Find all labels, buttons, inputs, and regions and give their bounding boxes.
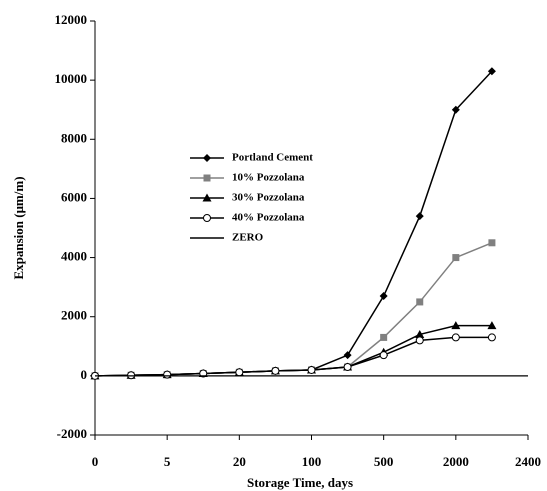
data-point <box>235 368 244 377</box>
series-line <box>94 324 492 377</box>
data-point <box>451 321 461 330</box>
x-tick-label: 20 <box>233 454 246 469</box>
data-point <box>452 254 460 262</box>
data-point <box>415 212 424 221</box>
legend-label: Portland Cement <box>232 152 313 164</box>
y-tick-label: 12000 <box>55 12 88 27</box>
series-line <box>94 242 493 377</box>
x-axis-label: Storage Time, days <box>247 475 353 490</box>
data-point <box>487 333 496 342</box>
y-tick-label: 6000 <box>61 189 87 204</box>
x-tick-label: 0 <box>92 454 99 469</box>
data-point <box>487 67 496 76</box>
y-tick-label: -2000 <box>57 426 87 441</box>
legend-marker <box>202 193 212 202</box>
x-tick-label: 5 <box>164 454 171 469</box>
y-tick-label: 4000 <box>61 249 87 264</box>
data-point <box>415 329 425 338</box>
x-tick-label: 500 <box>374 454 394 469</box>
data-point <box>451 105 460 114</box>
data-point <box>488 239 496 247</box>
series-line <box>94 70 493 377</box>
data-point <box>199 369 208 378</box>
data-point <box>163 370 172 379</box>
data-point <box>379 351 388 360</box>
y-tick-label: 10000 <box>55 71 88 86</box>
legend-marker <box>203 214 211 222</box>
series-line <box>94 336 492 377</box>
legend-label: 10% Pozzolana <box>232 172 305 184</box>
legend-marker <box>203 154 211 162</box>
y-tick-label: 2000 <box>61 308 87 323</box>
y-axis-label: Expansion (μm/m) <box>11 176 26 279</box>
data-point <box>487 321 497 330</box>
data-point <box>343 351 352 360</box>
data-point <box>416 298 424 306</box>
x-tick-label: 100 <box>302 454 322 469</box>
y-tick-label: 0 <box>81 367 88 382</box>
legend-label: 30% Pozzolana <box>232 192 305 204</box>
x-tick-label: 2400 <box>515 454 541 469</box>
legend-label: ZERO <box>232 232 264 244</box>
data-point <box>415 336 424 345</box>
x-tick-label: 2000 <box>443 454 469 469</box>
data-point <box>380 333 388 341</box>
data-point <box>451 333 460 342</box>
legend-marker <box>203 174 211 182</box>
data-point <box>343 362 352 371</box>
data-point <box>307 365 316 374</box>
data-point <box>271 366 280 375</box>
legend-label: 40% Pozzolana <box>232 212 305 224</box>
data-point <box>379 292 388 301</box>
y-tick-label: 8000 <box>61 130 87 145</box>
